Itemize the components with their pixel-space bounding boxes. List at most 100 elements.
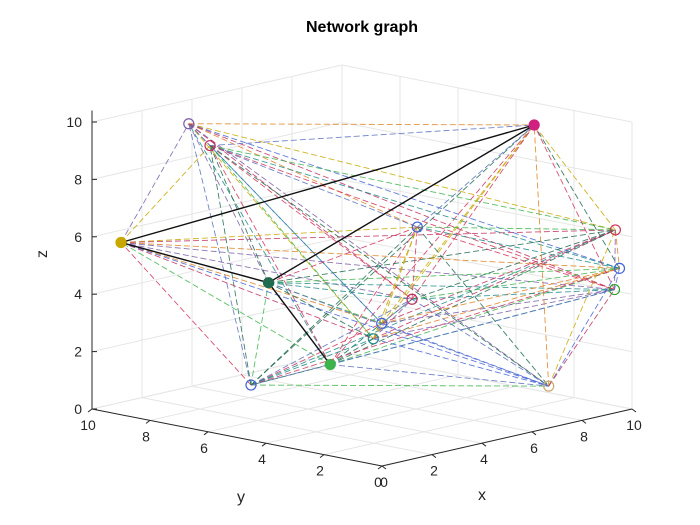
graph-edge	[120, 242, 549, 387]
graph-node	[245, 379, 257, 391]
axes	[87, 110, 637, 470]
graph-edge	[250, 384, 549, 387]
graph-edge	[330, 364, 549, 387]
graph-edge	[209, 145, 620, 269]
graph-node	[183, 118, 195, 130]
z-axis-label: z	[34, 250, 51, 258]
grid-line-floor-x	[141, 397, 433, 456]
graph-edges	[120, 123, 620, 387]
graph-edge	[329, 226, 418, 365]
graph-edge	[188, 123, 413, 300]
y-axis-line	[91, 408, 383, 467]
z-tick-label: 8	[74, 171, 82, 187]
graph-edge	[188, 123, 331, 365]
grid-line-wall-x-z	[341, 236, 633, 295]
z-tick-label: 6	[74, 229, 82, 245]
graph-edge	[209, 145, 331, 365]
graph-node	[204, 139, 216, 152]
graph-node	[262, 277, 275, 289]
grid-line-wall-y-z	[91, 121, 343, 180]
y-tick-mark	[145, 419, 151, 424]
graph-edge	[533, 124, 616, 231]
graph-edge	[533, 124, 550, 387]
graph-edge	[209, 145, 616, 231]
y-tick-mark	[261, 442, 267, 447]
graph-edge	[120, 242, 382, 324]
y-tick-label: 2	[316, 463, 324, 479]
graph-edge	[209, 145, 383, 324]
graph-edge	[120, 123, 190, 243]
grid-line-floor-y	[149, 362, 401, 421]
graph-edge	[548, 268, 620, 387]
graph-edge	[120, 145, 211, 243]
graph-edge	[381, 322, 549, 387]
graph-node	[411, 221, 423, 233]
graph-node	[406, 293, 418, 305]
graph-edge	[381, 267, 620, 324]
graph-edge-solid	[120, 124, 535, 244]
axis-text: Network graph x y z 02468100246810024681…	[34, 19, 642, 506]
grid-line-floor-y	[323, 397, 575, 456]
graph-edge	[120, 242, 413, 300]
graph-node	[367, 333, 379, 345]
graph-edge	[417, 124, 535, 228]
y-tick-mark	[377, 465, 383, 470]
graph-node	[324, 358, 336, 371]
y-tick-mark	[319, 454, 325, 459]
graph-edge	[250, 229, 616, 386]
graph-edge	[250, 124, 535, 386]
grid-line-wall-y-z	[91, 294, 343, 353]
grid-line-wall-x-z	[341, 121, 633, 180]
graph-edge	[329, 338, 374, 365]
graph-node	[613, 262, 626, 274]
graph-edge	[268, 267, 620, 284]
x-axis-label: x	[478, 487, 486, 504]
graph-edge	[209, 145, 374, 340]
graph-edge	[381, 298, 413, 324]
graph-edge	[373, 267, 620, 340]
graph-edge	[120, 242, 331, 365]
graph-edge	[120, 242, 374, 340]
graph-edge	[417, 226, 620, 269]
graph-edge	[533, 124, 620, 269]
x-tick-label: 4	[480, 451, 488, 467]
graph-edge	[250, 322, 382, 386]
graph-edge	[188, 123, 616, 231]
graph-edge	[209, 145, 413, 300]
x-tick-mark	[581, 419, 587, 424]
graph-edge	[373, 338, 549, 387]
grid-line-wall-y-z	[91, 179, 343, 238]
x-tick-mark	[431, 454, 437, 459]
x-tick-label: 0	[380, 474, 388, 490]
graph-edge	[548, 289, 615, 387]
graph-node	[609, 224, 622, 236]
graph-edge	[188, 123, 549, 387]
x-tick-mark	[531, 431, 537, 436]
x-tick-mark	[481, 442, 487, 447]
graph-edge	[614, 229, 616, 290]
graph-edge	[411, 227, 418, 300]
graph-edge	[188, 123, 374, 340]
y-tick-mark	[87, 408, 93, 413]
graph-edge	[209, 145, 252, 386]
graph-edge	[381, 289, 615, 324]
graph-edge	[120, 242, 252, 386]
graph-edge	[411, 267, 620, 300]
graph-edge	[381, 229, 616, 324]
graph-edge	[250, 298, 413, 386]
graph-edge	[250, 338, 374, 386]
graph-edge	[416, 226, 550, 387]
graph-edge	[120, 229, 616, 243]
grid-line-floor-x	[291, 362, 583, 421]
grid-line-floor-x	[191, 385, 483, 444]
graph-edge	[381, 124, 535, 324]
graph-edge-solid	[120, 241, 269, 284]
x-tick-mark	[381, 465, 387, 470]
y-tick-label: 6	[200, 440, 208, 456]
graph-edge	[330, 267, 620, 365]
z-tick-label: 2	[74, 344, 82, 360]
graph-edge	[120, 242, 620, 269]
graph-edge	[250, 226, 418, 386]
graph-node	[115, 236, 127, 249]
